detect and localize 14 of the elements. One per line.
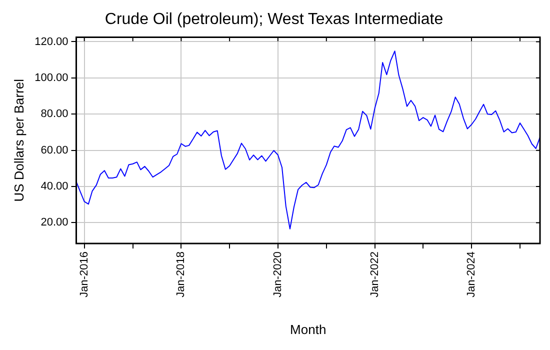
y-tick-label: 120.00 [34,36,68,48]
y-tick-label: 40.00 [40,180,68,193]
x-axis-title: Month [290,322,326,337]
y-tick-label: 20.00 [40,216,68,229]
x-tick-label: Jan-2024 [466,252,478,298]
y-tick-label: 80.00 [40,108,68,120]
x-tick-label: Jan-2016 [78,252,90,298]
x-tick-label: Jan-2020 [272,252,284,298]
y-axis-title: US Dollars per Barrel [11,78,26,202]
y-tick-label: 100.00 [34,72,68,84]
x-tick-label: Jan-2018 [175,252,188,298]
chart-title: Crude Oil (petroleum); West Texas Intermediate [104,11,444,28]
x-tick-label: Jan-2022 [368,252,381,298]
y-tick-label: 60.00 [40,144,68,156]
